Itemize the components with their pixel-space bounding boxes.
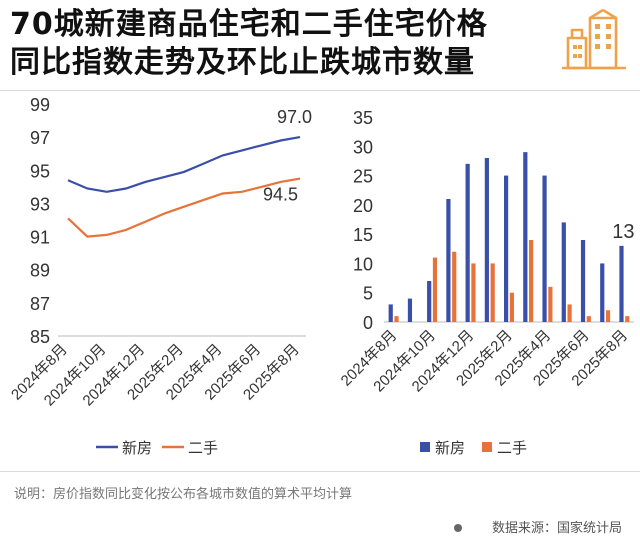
- bar-second: [548, 286, 553, 322]
- line-y-tick: 89: [30, 261, 50, 281]
- bar-new: [619, 245, 624, 322]
- building-logo-icon: [562, 8, 626, 70]
- bar-new: [523, 152, 528, 322]
- bar-new: [580, 240, 586, 322]
- data-source: 数据来源：国家统计局: [453, 517, 622, 536]
- footnote: 说明：房价指数同比变化按公布各城市数值的算术平均计算: [14, 487, 353, 502]
- line-y-tick: 85: [30, 327, 50, 347]
- bar-data-label: 13: [612, 221, 634, 243]
- bar-new: [427, 281, 432, 322]
- bar-y-tick: 35: [353, 108, 373, 128]
- legend-label-second-bar: 二手: [497, 440, 527, 457]
- line-y-tick: 93: [30, 194, 50, 214]
- bar-y-tick: 30: [353, 137, 373, 157]
- bar-second: [452, 251, 457, 322]
- bar-new: [446, 199, 451, 322]
- bar-y-tick: 0: [363, 313, 373, 333]
- charts-area: 85878991939597992024年8月2024年10月2024年12月2…: [8, 95, 634, 457]
- legend-label-second: 二手: [188, 440, 218, 457]
- bar-second: [567, 304, 572, 322]
- title-line-1: 70城新建商品住宅和二手住宅价格: [10, 7, 488, 42]
- bar-second: [490, 263, 495, 322]
- bar-y-tick: 25: [353, 167, 373, 187]
- bar-new: [542, 175, 547, 322]
- bar-y-tick: 15: [353, 225, 373, 245]
- bar-y-tick: 5: [363, 284, 373, 304]
- line-data-label-second: 94.5: [263, 185, 298, 205]
- bar-new: [600, 263, 605, 322]
- bar-second: [529, 240, 534, 322]
- line-data-label-new: 97.0: [277, 107, 312, 127]
- legend-swatch-new-bar: [420, 442, 430, 452]
- line-y-tick: 97: [30, 128, 50, 148]
- data-source-text: 数据来源：国家统计局: [491, 521, 622, 536]
- series-line-new: [67, 136, 301, 193]
- legend-swatch-second-bar: [482, 442, 492, 452]
- series-line-second: [67, 177, 301, 238]
- bar-second: [394, 316, 399, 322]
- bar-new: [465, 163, 470, 322]
- bar-y-tick: 20: [353, 196, 373, 216]
- bar-second: [471, 263, 476, 322]
- bar-new: [388, 304, 393, 322]
- bar-second: [432, 257, 438, 322]
- bar-second: [509, 292, 514, 322]
- title-line-2: 同比指数走势及环比止跌城市数量: [10, 45, 475, 80]
- bar-second: [586, 316, 591, 322]
- bar-new: [484, 158, 489, 322]
- title-divider: [0, 90, 640, 91]
- line-y-tick: 99: [30, 95, 50, 115]
- chart-title: 70城新建商品住宅和二手住宅价格 同比指数走势及环比止跌城市数量: [10, 6, 550, 82]
- line-y-tick: 91: [30, 228, 50, 248]
- bar-second: [625, 316, 630, 322]
- bar-new: [504, 175, 509, 322]
- bar-new: [407, 298, 413, 322]
- line-y-tick: 87: [30, 294, 50, 314]
- bullet-icon: [453, 523, 462, 532]
- bar-second: [605, 310, 611, 322]
- legend-label-new: 新房: [122, 440, 152, 457]
- legend-label-new-bar: 新房: [435, 440, 465, 457]
- line-y-tick: 95: [30, 161, 50, 181]
- bar-new: [561, 222, 566, 322]
- footer-divider: [0, 471, 640, 472]
- bar-y-tick: 10: [353, 254, 373, 274]
